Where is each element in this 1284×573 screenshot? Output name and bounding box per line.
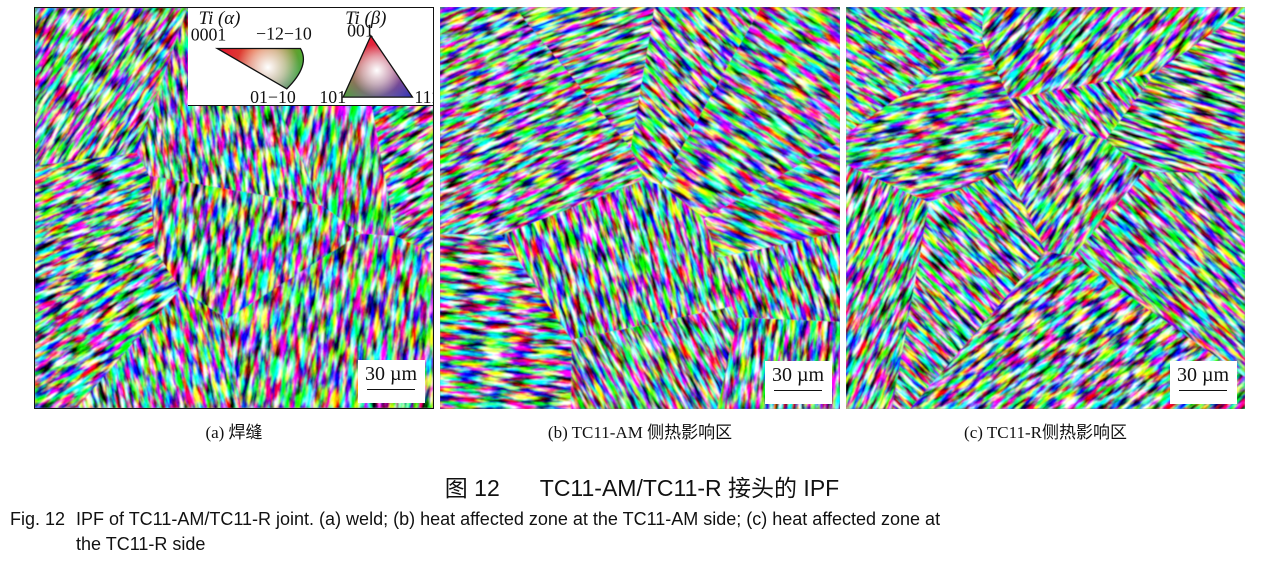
svg-text:01−10: 01−10 — [250, 87, 296, 105]
svg-text:001: 001 — [347, 21, 374, 41]
svg-text:111: 111 — [414, 87, 434, 105]
svg-text:−12−10: −12−10 — [256, 24, 312, 44]
svg-text:101: 101 — [319, 87, 346, 105]
svg-text:0001: 0001 — [191, 25, 227, 45]
